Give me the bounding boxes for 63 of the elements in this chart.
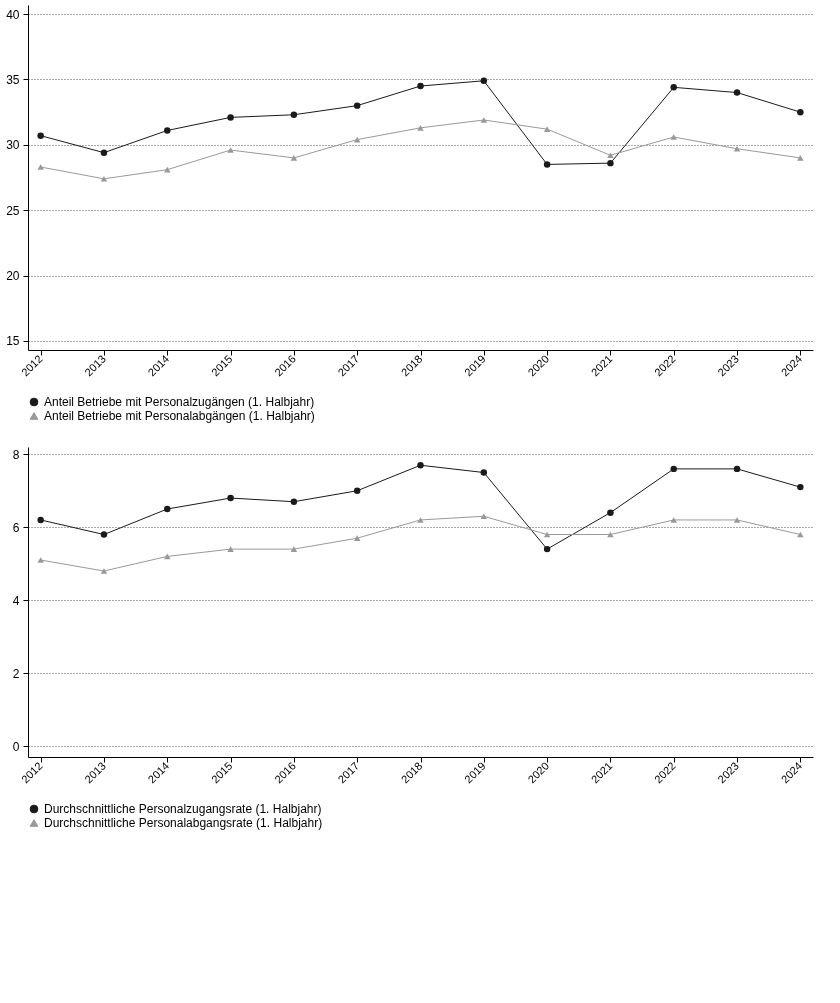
y-tick-label: 25 — [6, 203, 20, 218]
point — [607, 152, 614, 159]
point — [543, 531, 551, 538]
point — [417, 462, 424, 469]
y-tick-label: 4 — [12, 593, 20, 608]
point — [607, 509, 614, 516]
point — [733, 465, 741, 473]
point — [227, 546, 234, 552]
point — [480, 117, 488, 123]
point — [733, 145, 741, 152]
point — [353, 487, 361, 494]
point — [480, 469, 488, 476]
point — [670, 134, 677, 140]
y-tick-label: 20 — [6, 269, 20, 284]
y-tick-label: 2 — [12, 666, 20, 681]
point — [670, 517, 677, 523]
point — [480, 77, 488, 85]
point — [417, 125, 424, 131]
point — [417, 517, 424, 523]
point — [100, 568, 108, 574]
point — [733, 517, 741, 523]
point — [290, 498, 298, 505]
y-tick-label: 6 — [12, 520, 20, 535]
point — [37, 516, 44, 524]
point — [543, 545, 551, 553]
point — [797, 108, 804, 116]
y-tick-label: 40 — [6, 7, 20, 22]
y-tick-label: 30 — [6, 138, 20, 153]
point — [37, 132, 44, 139]
point — [543, 126, 551, 132]
point — [797, 155, 804, 161]
point — [227, 494, 234, 502]
point — [290, 111, 298, 119]
y-tick-label: 0 — [12, 739, 20, 754]
point — [733, 89, 741, 96]
point — [797, 483, 804, 491]
point — [164, 505, 171, 513]
point — [543, 161, 551, 168]
point — [353, 535, 361, 541]
point — [227, 114, 234, 121]
point — [227, 147, 234, 153]
point — [670, 465, 677, 473]
point — [607, 159, 614, 167]
legend-label: Anteil Betriebe mit Personalabgängen (1. Halbjahr) — [44, 409, 315, 423]
point — [480, 513, 488, 520]
point — [100, 176, 108, 182]
point — [290, 546, 298, 552]
y-tick-label: 35 — [6, 72, 20, 87]
point — [37, 164, 44, 170]
point — [37, 557, 44, 563]
point — [417, 82, 424, 90]
y-tick-label: 8 — [12, 447, 20, 462]
legend-label: Durchschnittliche Personalabgangsrate (1. Halbjahr) — [44, 816, 323, 830]
y-tick-label: 15 — [6, 334, 20, 349]
point — [353, 102, 361, 109]
legend-label: Anteil Betriebe mit Personalzugängen (1. Halbjahr) — [44, 395, 315, 409]
point — [670, 84, 677, 91]
point — [100, 531, 108, 538]
point — [164, 553, 171, 560]
point — [100, 149, 108, 156]
point — [164, 127, 171, 134]
legend-label: Durchschnittliche Personalzugangsrate (1. Halbjahr) — [44, 802, 322, 816]
point — [290, 155, 298, 161]
